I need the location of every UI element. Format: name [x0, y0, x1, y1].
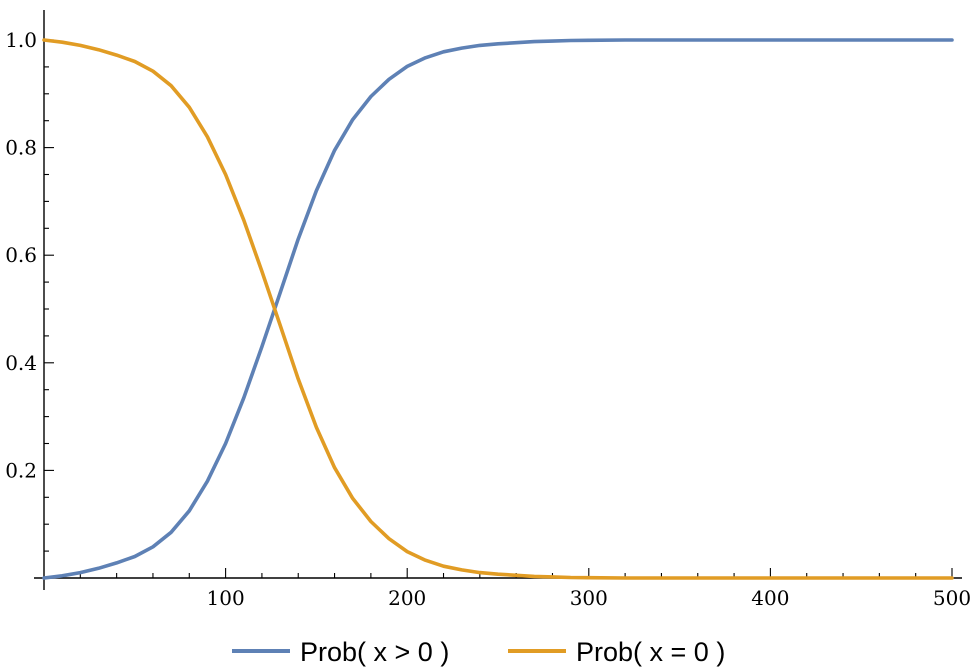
x-tick-label: 300: [570, 586, 608, 610]
x-tick-label: 200: [388, 586, 426, 610]
x-tick-label: 500: [933, 586, 971, 610]
legend-label-2: Prob( x = 0 ): [576, 637, 725, 667]
y-tick-label: 0.6: [5, 243, 37, 267]
minor-ticks: [44, 66, 917, 578]
major-ticks: [44, 39, 953, 578]
series-line-1: [42, 38, 954, 580]
y-tick-label: 0.4: [5, 351, 37, 375]
legend-label-1: Prob( x > 0 ): [300, 637, 449, 667]
x-tick-label: 400: [751, 586, 789, 610]
series-line-2: [42, 38, 954, 580]
y-tick-label: 0.8: [5, 136, 37, 160]
x-tick-label: 100: [207, 586, 245, 610]
y-tick-label: 1.0: [5, 28, 37, 52]
series-layer: [42, 38, 954, 580]
legend: Prob( x > 0 ) Prob( x = 0 ): [232, 637, 725, 667]
y-tick-label: 0.2: [5, 458, 37, 482]
y-tick-labels: 0.2 0.4 0.6 0.8 1.0: [5, 28, 37, 482]
x-tick-labels: 100 200 300 400 500: [207, 586, 972, 610]
